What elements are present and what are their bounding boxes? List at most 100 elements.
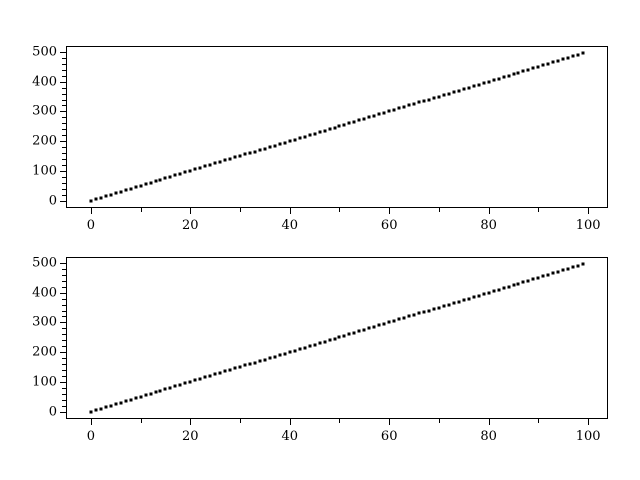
data-point-marker: [551, 271, 555, 275]
data-point-marker: [487, 291, 491, 295]
x-axis-minor-tick: [438, 208, 440, 212]
data-point-marker: [407, 103, 411, 107]
data-point-marker: [382, 322, 386, 326]
x-axis-tick-label: 60: [380, 429, 398, 444]
y-axis-minor-tick: [62, 188, 66, 190]
data-point-marker: [144, 182, 148, 186]
y-axis-tick-label: 0: [48, 193, 57, 209]
x-axis-minor-tick: [240, 419, 242, 423]
y-axis-minor-tick: [62, 63, 66, 65]
y-axis-minor-tick: [62, 375, 66, 377]
data-point-marker: [387, 320, 391, 324]
data-point-marker: [357, 329, 361, 333]
data-point-marker: [462, 298, 466, 302]
data-point-marker: [268, 356, 272, 360]
x-axis-major-tick: [289, 208, 291, 214]
y-axis-minor-tick: [62, 99, 66, 101]
data-point-marker: [372, 325, 376, 329]
data-point-marker: [516, 71, 520, 75]
data-point-marker: [228, 157, 232, 161]
data-point-marker: [422, 99, 426, 103]
data-point-marker: [99, 196, 103, 200]
data-point-marker: [238, 365, 242, 369]
data-point-marker: [417, 100, 421, 104]
data-point-marker: [372, 114, 376, 118]
data-point-marker: [502, 75, 506, 79]
data-point-marker: [129, 398, 133, 402]
data-point-marker: [308, 133, 312, 137]
data-point-marker: [417, 311, 421, 315]
x-axis-minor-tick: [438, 419, 440, 423]
data-point-marker: [521, 69, 525, 73]
data-point-marker: [437, 306, 441, 310]
data-point-marker: [347, 121, 351, 125]
data-point-marker: [213, 372, 217, 376]
data-point-marker: [273, 355, 277, 359]
data-point-marker: [521, 280, 525, 284]
y-axis-major-tick: [60, 292, 66, 294]
data-point-marker: [124, 399, 128, 403]
data-point-marker: [407, 314, 411, 318]
y-axis-minor-tick: [62, 147, 66, 149]
data-point-marker: [437, 95, 441, 99]
data-point-marker: [223, 158, 227, 162]
data-point-marker: [104, 194, 108, 198]
data-point-marker: [313, 343, 317, 347]
data-point-marker: [233, 155, 237, 159]
data-point-marker: [303, 346, 307, 350]
data-point-marker: [342, 123, 346, 127]
data-point-marker: [243, 363, 247, 367]
data-point-marker: [213, 161, 217, 165]
y-axis-minor-tick: [62, 129, 66, 131]
x-axis-major-tick: [588, 419, 590, 425]
y-axis-tick-label: 200: [32, 344, 57, 360]
data-point-marker: [397, 317, 401, 321]
y-axis-minor-tick: [62, 286, 66, 288]
data-point-marker: [492, 289, 496, 293]
data-point-marker: [536, 65, 540, 69]
y-axis-major-tick: [60, 322, 66, 324]
data-point-marker: [367, 115, 371, 119]
data-point-marker: [258, 148, 262, 152]
data-point-marker: [432, 307, 436, 311]
x-axis-tick-label: 20: [182, 218, 199, 233]
x-axis-major-tick: [389, 208, 391, 214]
data-point-marker: [497, 288, 501, 292]
data-point-marker: [576, 53, 580, 57]
data-point-marker: [447, 303, 451, 307]
y-axis-major-tick: [60, 262, 66, 264]
data-point-marker: [477, 83, 481, 87]
data-point-marker: [114, 191, 118, 195]
y-axis-minor-tick: [62, 387, 66, 389]
data-point-marker: [288, 139, 292, 143]
y-axis-minor-tick: [62, 194, 66, 196]
y-axis-minor-tick: [62, 176, 66, 178]
data-point-marker: [333, 126, 336, 130]
x-axis-major-tick: [389, 419, 391, 425]
data-point-marker: [422, 310, 426, 314]
data-point-marker: [283, 141, 287, 145]
data-point-marker: [507, 74, 511, 78]
data-point-marker: [168, 175, 172, 179]
x-axis-tick-label: 100: [575, 218, 601, 233]
data-point-marker: [477, 294, 481, 298]
data-point-marker: [149, 181, 153, 185]
data-point-marker: [273, 144, 277, 148]
y-axis-minor-tick: [62, 298, 66, 300]
data-point-marker: [387, 109, 391, 113]
data-point-marker: [308, 344, 312, 348]
y-axis-tick-label: 100: [32, 374, 57, 390]
x-axis-major-tick: [488, 419, 490, 425]
x-axis-major-tick: [588, 208, 590, 214]
y-axis-tick-label: 300: [32, 103, 57, 119]
data-point-marker: [432, 96, 436, 100]
data-point-marker: [318, 341, 322, 345]
data-point-marker: [243, 152, 247, 156]
y-axis-major-tick: [60, 111, 66, 113]
data-point-marker: [571, 54, 575, 58]
data-point-marker: [263, 147, 267, 151]
data-point-marker: [362, 117, 366, 121]
data-point-marker: [158, 389, 162, 393]
data-point-marker: [253, 150, 257, 154]
data-point-marker: [402, 105, 406, 109]
